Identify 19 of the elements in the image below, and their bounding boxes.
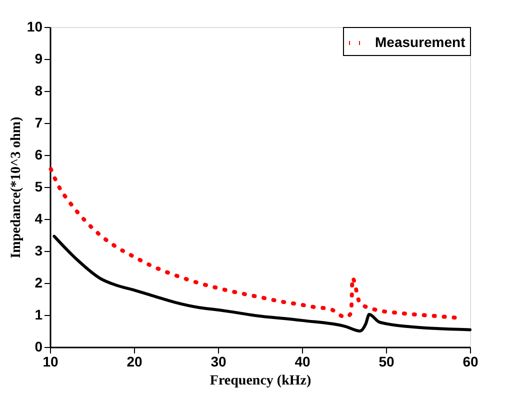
x-tick-label: 30 xyxy=(210,354,226,370)
x-axis-title: Frequency (kHz) xyxy=(210,374,312,388)
y-tick-label: 8 xyxy=(34,82,43,98)
x-tick-label: 60 xyxy=(462,354,478,370)
y-tick-label: 1 xyxy=(34,306,43,322)
y-tick-label: 2 xyxy=(34,274,43,290)
y-tick-label: 5 xyxy=(34,178,43,194)
y-tick-label: 6 xyxy=(34,146,43,162)
y-axis-title: Impedance(*10^3 ohm) xyxy=(8,116,24,258)
y-tick-label: 10 xyxy=(26,18,43,34)
y-tick-label: 0 xyxy=(34,338,43,354)
x-tick-label: 20 xyxy=(126,354,142,370)
x-tick-label: 40 xyxy=(294,354,310,370)
y-tick-label: 9 xyxy=(34,50,43,66)
y-tick-label: 4 xyxy=(34,210,43,226)
x-tick-label: 50 xyxy=(378,354,394,370)
y-tick-label: 3 xyxy=(34,242,43,258)
y-tick-label: 7 xyxy=(34,114,43,130)
legend-label: Measurement xyxy=(375,34,466,50)
